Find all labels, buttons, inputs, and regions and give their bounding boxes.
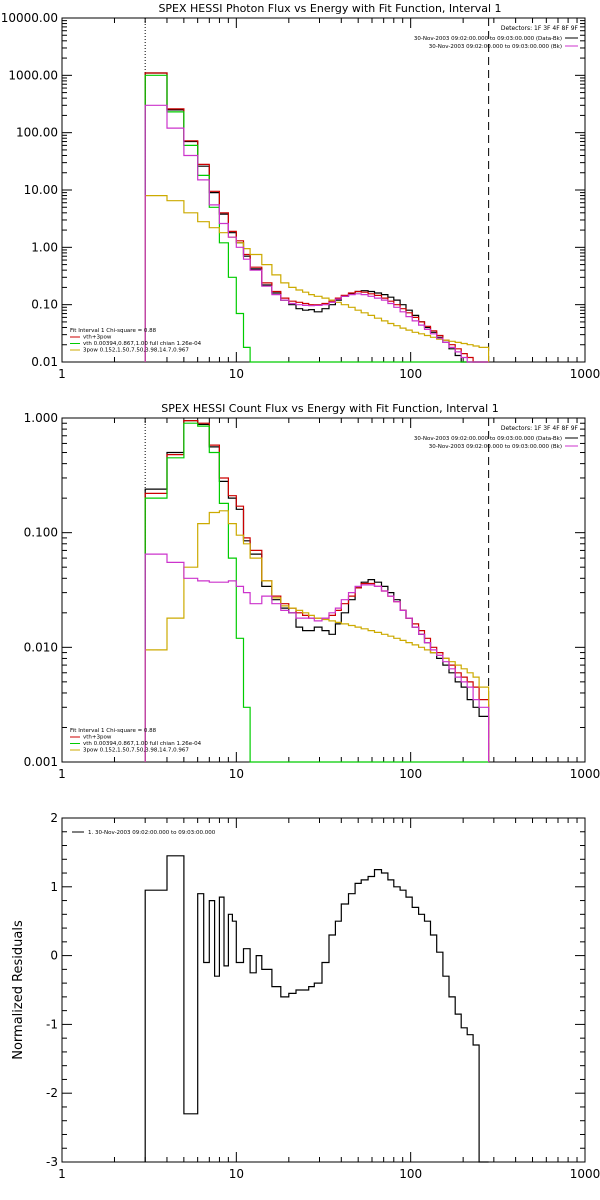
plot-frame (61, 17, 586, 363)
legend-entry-label: Fit Interval 1 Chi-square = 0.88 (70, 328, 157, 334)
x-tick-label: 1000 (570, 1167, 600, 1181)
x-tick-label: 100 (399, 367, 422, 381)
legend-entry-label: Fit Interval 1 Chi-square = 0.88 (70, 728, 157, 734)
x-tick-label: 1000 (570, 367, 600, 381)
axis-ticks: 1 10 100 1000 0.01 0.10 1.00 10.00 100.00 1000.00… (1, 11, 600, 381)
series-line-1 (144, 420, 490, 762)
legend-entry-label: 3pow 0.152,1.50,7.50,3.98,14.7,0.967 (83, 348, 189, 354)
x-tick-label: 1 (58, 1167, 66, 1181)
plot-frame (61, 817, 586, 1163)
y-tick-label: 0 (50, 949, 58, 963)
series-line-2 (144, 74, 489, 363)
x-tick-label: 10 (229, 367, 244, 381)
x-tick-label: 10 (229, 1167, 244, 1181)
legend-entry-label: 30-Nov-2003 09:02:00.000 to 09:03:00.000… (414, 36, 562, 42)
residuals-legend: 1. 30-Nov-2003 09:02:00.000 to 09:03:00.… (72, 830, 216, 836)
y-axis-label: Normalized Residuals (11, 920, 26, 1060)
legend-entry-label: vth 0.00394,0.867,1.00 full chian 1.26e-… (83, 341, 202, 347)
y-tick-label: 0.100 (24, 526, 58, 540)
legend-entry-label: 30-Nov-2003 09:02:00.000 to 09:03:00.000… (429, 444, 562, 450)
photon-flux-panel: SPEX HESSI Photon Flux vs Energy with Fi… (1, 2, 600, 381)
y-tick-label: -2 (46, 1086, 58, 1100)
y-tick-label: 10.00 (24, 183, 58, 197)
legend-entry-label: vth+3pow (83, 735, 112, 741)
y-tick-label: 1.00 (31, 240, 58, 254)
y-tick-label: 1.000 (24, 411, 58, 425)
plot-frame (61, 417, 586, 763)
y-tick-label: -1 (46, 1017, 58, 1031)
panel-title: SPEX HESSI Photon Flux vs Energy with Fi… (158, 2, 501, 15)
series-line-2 (144, 422, 489, 763)
series-line-1 (144, 72, 489, 363)
series-lines (144, 420, 490, 763)
y-tick-label: 0.010 (24, 640, 58, 654)
axis-ticks: 1 10 100 1000 0.001 0.010 0.100 1.000 (24, 411, 600, 781)
series-lines (144, 72, 490, 363)
time-legend: 30-Nov-2003 09:02:00.000 to 09:03:00.000… (414, 436, 578, 450)
legend-entry-label: 3pow 0.152,1.50,7.50,3.98,14.7,0.967 (83, 748, 189, 754)
y-tick-label: 1 (50, 880, 58, 894)
y-tick-label: 0.01 (31, 355, 58, 369)
y-tick-label: 0.10 (31, 298, 58, 312)
y-tick-label: 10000.00 (1, 11, 58, 25)
y-tick-label: 100.00 (16, 126, 58, 140)
legend-entry-label: 30-Nov-2003 09:02:00.000 to 09:03:00.000… (429, 44, 562, 50)
energy-markers (144, 418, 490, 762)
series-line-4 (144, 104, 489, 363)
energy-markers (144, 18, 490, 362)
legend-entry-label: 30-Nov-2003 09:02:00.000 to 09:03:00.000… (414, 436, 562, 442)
panel-title: SPEX HESSI Count Flux vs Energy with Fit… (161, 402, 498, 415)
series-line-3 (144, 510, 490, 762)
series-lines (144, 855, 489, 1163)
x-tick-label: 1 (58, 767, 66, 781)
series-line-0 (144, 855, 489, 1163)
count-flux-panel: SPEX HESSI Count Flux vs Energy with Fit… (24, 402, 600, 781)
series-line-0 (144, 420, 490, 762)
residuals-panel: Normalized Residuals 1 10 100 1000 -3 -2 -1 0 1 2… (11, 811, 600, 1181)
x-tick-label: 1000 (570, 767, 600, 781)
x-tick-label: 100 (399, 767, 422, 781)
y-tick-label: 1000.00 (8, 68, 58, 82)
fit-legend: Fit Interval 1 Chi-square = 0.88vth+3pow… (70, 328, 202, 354)
detectors-note: Detectors: 1F 3F 4F 8F 9F (501, 425, 579, 432)
x-tick-label: 10 (229, 767, 244, 781)
y-tick-label: -3 (46, 1155, 58, 1169)
detectors-note: Detectors: 1F 3F 4F 8F 9F (501, 25, 579, 32)
y-tick-label: 2 (50, 811, 58, 825)
legend-entry-label: vth 0.00394,0.867,1.00 full chian 1.26e-… (83, 741, 202, 747)
time-legend: 30-Nov-2003 09:02:00.000 to 09:03:00.000… (414, 36, 578, 50)
legend-entry-label: vth+3pow (83, 335, 112, 341)
axis-ticks: 1 10 100 1000 -3 -2 -1 0 1 2 (46, 811, 600, 1181)
series-line-4 (144, 553, 490, 762)
y-tick-label: 0.001 (24, 755, 58, 769)
fit-legend: Fit Interval 1 Chi-square = 0.88vth+3pow… (70, 728, 202, 754)
legend-entry-label: 1. 30-Nov-2003 09:02:00.000 to 09:03:00.… (88, 830, 216, 836)
x-tick-label: 100 (399, 1167, 422, 1181)
series-line-0 (144, 72, 489, 363)
x-tick-label: 1 (58, 367, 66, 381)
